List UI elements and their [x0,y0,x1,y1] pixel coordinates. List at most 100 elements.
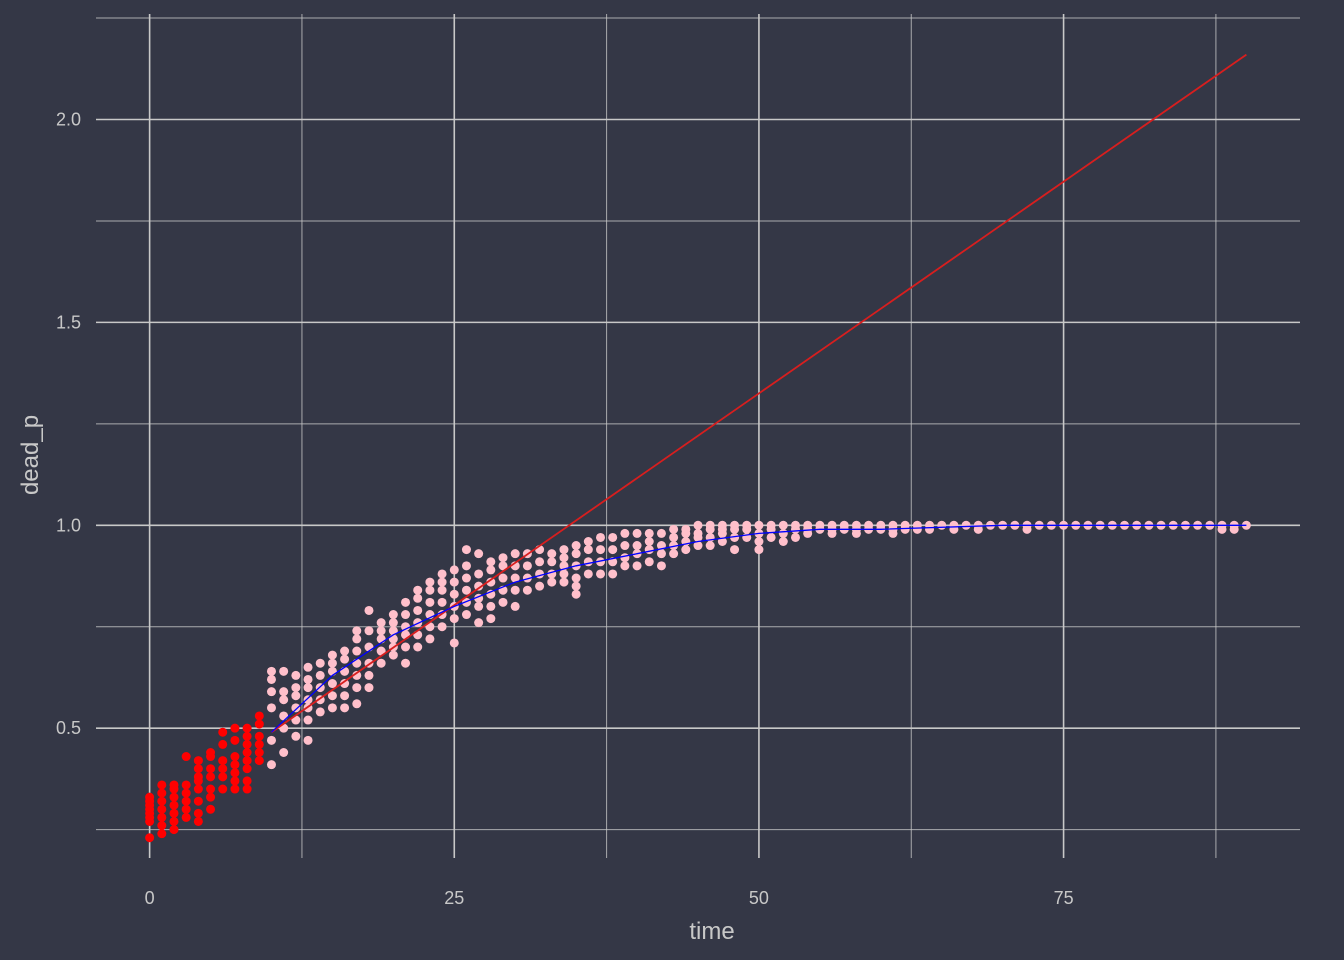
late-data-point [498,573,508,583]
late-data-point [608,545,618,555]
x-tick-label: 0 [145,888,155,908]
early-data-point [157,812,167,822]
late-data-point [279,695,289,705]
late-data-point [266,703,276,713]
y-axis-title: dead_p [17,415,44,495]
late-data-point [388,634,398,644]
late-data-point [425,577,435,587]
y-tick-label: 2.0 [56,110,81,130]
late-data-point [303,662,313,672]
late-data-point [937,520,947,530]
early-data-point [169,780,179,790]
late-data-point [449,565,459,575]
smooth-fit-line [271,524,1247,733]
late-data-point [596,532,606,542]
late-data-point [498,561,508,571]
early-data-point [254,748,264,757]
x-tick-label: 50 [749,888,769,908]
late-data-point [717,520,727,530]
late-data-point [608,569,618,579]
late-data-point [474,581,484,591]
early-points-series [145,711,264,843]
late-data-point [461,610,471,620]
late-data-point [973,520,983,530]
late-data-point [352,646,362,656]
late-data-point [352,699,362,709]
early-data-point [181,804,191,814]
linear-fit-line [270,53,1247,733]
late-data-point [376,618,386,628]
late-data-point [522,585,532,595]
late-data-point [535,569,545,579]
late-data-point [705,541,715,551]
late-data-point [632,541,642,551]
late-data-point [498,597,508,607]
late-data-point [303,683,313,693]
late-data-point [413,605,423,615]
late-data-point [583,545,593,555]
early-data-point [230,784,240,794]
late-data-point [291,731,301,741]
early-data-point [254,756,264,766]
early-data-point [218,756,228,766]
late-data-point [474,618,484,628]
late-data-point [291,683,301,693]
late-data-point [596,557,606,567]
late-data-point [413,593,423,603]
late-data-point [669,524,679,534]
early-data-point [218,739,228,749]
late-data-point [266,760,276,770]
late-data-point [352,670,362,680]
late-data-point [376,658,386,668]
late-data-point [547,549,557,559]
early-data-point [242,784,252,794]
late-data-point [486,557,496,567]
late-data-point [376,626,386,636]
late-data-point [461,573,471,583]
late-data-point [340,691,350,701]
late-data-point [425,585,435,595]
early-data-point [242,776,252,786]
early-data-point [145,833,155,843]
fit-lines [270,53,1247,733]
early-data-point [169,808,179,818]
late-data-point [669,541,679,551]
late-data-point [547,557,557,567]
late-data-point [596,569,606,579]
late-data-point [730,520,740,530]
late-data-point [778,520,788,530]
late-data-point [388,610,398,620]
late-data-point [705,520,715,530]
early-data-point [206,772,216,782]
late-data-point [571,541,581,551]
early-data-point [181,788,191,798]
late-data-point [864,520,874,530]
early-data-point [169,825,179,835]
late-data-point [449,614,459,624]
early-data-point [230,776,240,786]
early-data-point [181,780,191,790]
late-data-point [437,569,447,579]
y-tick-label: 0.5 [56,718,81,738]
early-data-point [242,748,252,757]
late-data-point [778,528,788,538]
late-data-point [376,634,386,644]
early-data-point [242,723,252,733]
early-data-point [145,792,155,802]
late-data-point [754,545,764,555]
late-data-point [656,528,666,538]
late-data-point [571,573,581,583]
early-data-point [218,784,228,794]
late-data-point [486,577,496,587]
late-data-point [693,541,703,551]
early-data-point [193,784,203,794]
late-data-point [559,553,569,563]
late-data-point [327,650,337,660]
late-data-point [303,695,313,705]
late-data-point [449,589,459,599]
late-data-point [839,520,849,530]
late-data-point [961,520,971,530]
early-data-point [206,804,216,814]
early-data-point [230,723,240,733]
